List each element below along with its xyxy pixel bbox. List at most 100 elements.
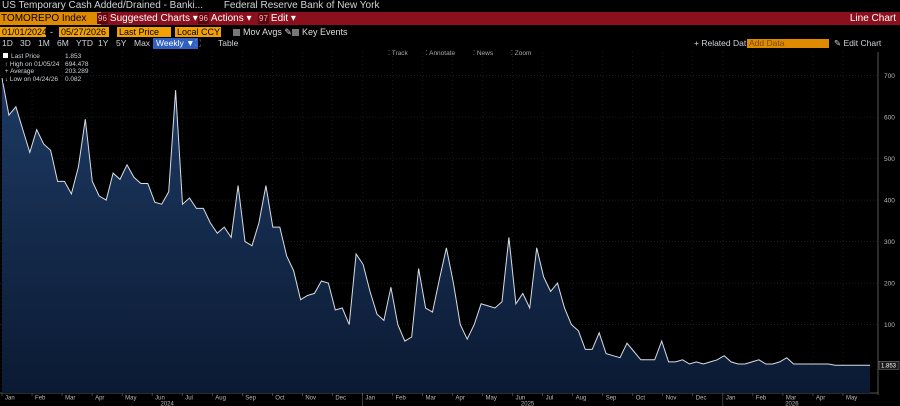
actions-label: Actions ▾: [210, 13, 252, 24]
x-tick-label: Oct: [275, 396, 285, 402]
edit-label: Edit ▾: [270, 13, 296, 24]
y-tick-label: 700: [884, 73, 895, 80]
frequency-select[interactable]: Weekly ▼: [153, 38, 198, 49]
start-date-input[interactable]: 01/01/2024: [0, 27, 48, 37]
period-1y[interactable]: 1Y: [98, 38, 109, 48]
period-5y[interactable]: 5Y: [116, 38, 127, 48]
date-separator: -: [50, 27, 53, 37]
year-label: 2025: [521, 402, 535, 406]
legend-high-value: 694.478: [65, 60, 89, 68]
menu-bar: TOMOREPO Index 96 Suggested Charts ▾ 96 Ac…: [0, 12, 900, 25]
period-3d[interactable]: 3D: [20, 38, 31, 48]
x-tick-label: Apr: [95, 396, 104, 402]
mov-avgs-toggle[interactable]: Mov Avgs ✎: [233, 26, 292, 38]
annotate-label: Annotate: [429, 50, 456, 57]
legend-low-label: Low on 04/24/26: [9, 75, 58, 83]
y-tick-label: 400: [884, 198, 895, 205]
last-value-tag: [878, 361, 900, 370]
x-tick-label: Jul: [546, 396, 554, 402]
key-events-label: Key Events: [302, 27, 348, 37]
zoom-label: Zoom: [514, 50, 532, 57]
x-tick-label: Feb: [35, 396, 46, 402]
edit-menu[interactable]: 97 Edit ▾: [258, 12, 296, 25]
price-field-select[interactable]: Last Price: [117, 27, 171, 37]
x-tick-label: Aug: [576, 396, 587, 402]
actions-menu[interactable]: 96 Actions ▾: [198, 12, 252, 25]
y-tick-label: 100: [884, 322, 895, 329]
x-tick-label: Nov: [666, 396, 677, 402]
key-events-toggle[interactable]: Key Events: [292, 26, 348, 38]
end-date-input[interactable]: 05/27/2026: [59, 27, 109, 37]
legend-high-label: High on 01/05/24: [9, 60, 60, 68]
window-title-bar: US Temporary Cash Added/Drained - Banki.…: [0, 0, 900, 12]
suggested-charts-label: Suggested Charts ▾: [109, 13, 198, 24]
series-area: [2, 78, 870, 393]
news-label: News: [476, 50, 494, 57]
x-tick-label: Sep: [606, 396, 617, 402]
add-data-input[interactable]: Add Data: [747, 39, 829, 48]
chart-style-icon[interactable]: ⛶: [195, 38, 201, 48]
period-1d[interactable]: 1D: [2, 38, 13, 48]
edit-chart-button[interactable]: ✎ Edit Chart: [834, 38, 881, 49]
period-1m[interactable]: 1M: [38, 38, 50, 48]
x-tick-label: Jul: [185, 396, 193, 402]
x-tick-label: Mar: [786, 396, 796, 402]
chart-legend: Last Price 1.853 ↑ High on 01/05/24 694.47…: [3, 53, 89, 83]
legend-last-label: Last Price: [11, 53, 40, 60]
legend-low-value: 0.082: [65, 75, 82, 83]
x-tick-label: Apr: [816, 396, 825, 402]
x-tick-label: Jun: [516, 396, 526, 402]
window-subtitle: Federal Reserve Bank of New York: [223, 0, 380, 11]
track-label: Track: [391, 50, 408, 57]
legend-average-label: Average: [10, 68, 35, 75]
period-6m[interactable]: 6M: [57, 38, 69, 48]
pencil-icon: ✎: [834, 38, 844, 48]
legend-low: ↓ Low on 04/24/26 0.082: [3, 75, 82, 83]
period-max[interactable]: Max: [134, 38, 151, 48]
year-label: 2026: [785, 402, 799, 406]
series-line: [1, 78, 871, 366]
zoom-tool[interactable]: ⁚ Zoom: [510, 50, 532, 57]
y-tick-label: 300: [884, 239, 895, 246]
chart-type-label[interactable]: Line Chart: [849, 13, 896, 24]
chart-tools: ⁚ Track ⁚ Annotate ⁚ News ⁚ Zoom: [388, 49, 547, 57]
annotate-tool[interactable]: ⁚ Annotate: [425, 50, 456, 57]
x-tick-label: Oct: [636, 396, 646, 402]
x-tick-label: May: [125, 396, 136, 402]
y-tick-label: 500: [884, 156, 895, 163]
period-ytd[interactable]: YTD: [76, 38, 93, 48]
y-tick-label: 200: [884, 281, 895, 288]
pencil-icon: ✎: [284, 27, 292, 37]
related-data-button[interactable]: + Related Dat: [694, 38, 747, 48]
x-tick-label: Aug: [215, 396, 226, 402]
mov-avgs-label: Mov Avgs: [243, 27, 282, 37]
checkbox-icon: [292, 29, 299, 37]
x-tick-label: Jan: [726, 396, 736, 402]
menu-number-badge: 96: [198, 12, 209, 24]
year-label: 2024: [161, 402, 175, 406]
table-button[interactable]: Table: [218, 38, 239, 48]
window-title: US Temporary Cash Added/Drained - Banki.…: [2, 0, 204, 11]
x-tick-label: Dec: [335, 396, 346, 402]
x-tick-label: Nov: [305, 396, 316, 402]
suggested-charts-menu[interactable]: 96 Suggested Charts ▾: [97, 12, 198, 25]
x-tick-label: Jun: [155, 396, 165, 402]
currency-select[interactable]: Local CCY: [175, 27, 221, 37]
x-tick-label: Jan: [5, 396, 15, 402]
period-bar: 1D 3D 1M 6M YTD 1Y 5Y Max Weekly ▼ ⛶ Tab…: [0, 38, 900, 49]
controls-bar: 01/01/2024 - 05/27/2026 Last Price Local…: [0, 26, 900, 38]
legend-average-value: 203.289: [65, 68, 89, 75]
x-tick-label: Feb: [395, 396, 406, 402]
legend-last: Last Price 1.853: [3, 53, 81, 61]
y-tick-label: 600: [884, 115, 895, 122]
track-tool[interactable]: ⁚ Track: [388, 50, 408, 57]
news-tool[interactable]: ⁚ News: [472, 50, 494, 57]
legend-high: ↑ High on 01/05/24 694.478: [3, 60, 89, 68]
menu-number-badge: 96: [97, 12, 108, 24]
legend-average: + Average 203.289: [3, 68, 89, 75]
ticker-field[interactable]: TOMOREPO Index: [0, 12, 101, 25]
x-tick-label: May: [486, 396, 497, 402]
series-swatch: [3, 53, 8, 58]
menu-number-badge: 97: [258, 12, 269, 24]
